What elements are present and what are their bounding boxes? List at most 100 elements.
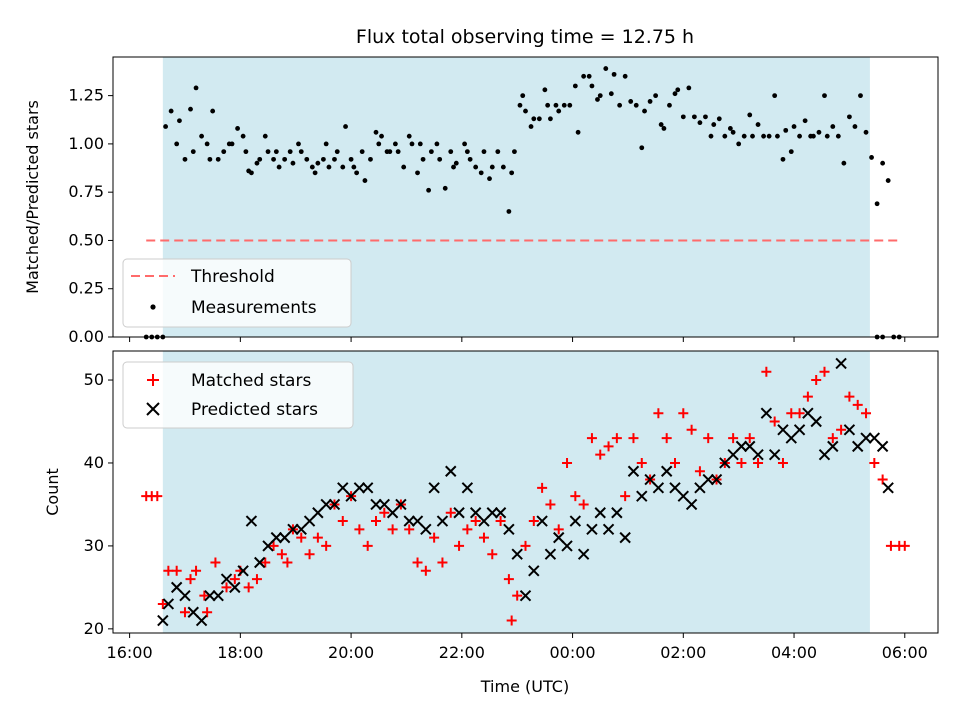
matched-star-point xyxy=(852,399,863,410)
matched-star-point xyxy=(387,524,398,535)
matched-star-point xyxy=(586,433,597,444)
measurement-point xyxy=(658,122,664,127)
predicted-star-point xyxy=(445,465,457,477)
measurement-point xyxy=(343,124,348,129)
measurement-point xyxy=(442,185,448,191)
measurement-point xyxy=(495,149,501,155)
ratio-panel-frame xyxy=(112,56,939,338)
measurement-point xyxy=(750,133,755,139)
measurement-point xyxy=(642,108,647,114)
measurement-point xyxy=(628,99,634,104)
measurement-point xyxy=(561,102,567,108)
predicted-star-point xyxy=(752,448,764,461)
measurement-point xyxy=(575,129,581,135)
predicted-star-point xyxy=(577,548,590,560)
predicted-star-point xyxy=(370,498,382,511)
matched-star-point xyxy=(379,507,390,518)
measurement-point xyxy=(420,156,426,162)
legend-measurements-label: Measurements xyxy=(191,298,317,318)
x-tick-label: 02:00 xyxy=(660,643,706,662)
y-tick-label: 50 xyxy=(84,370,104,389)
predicted-star-point xyxy=(461,482,474,494)
matched-star-point xyxy=(157,598,168,609)
measurement-point xyxy=(415,170,420,176)
matched-star-point xyxy=(827,433,838,444)
matched-star-point xyxy=(268,540,279,551)
measurement-point xyxy=(321,156,326,162)
predicted-star-point xyxy=(528,565,540,577)
measurement-point xyxy=(567,102,573,108)
predicted-star-point xyxy=(619,531,631,544)
matched-star-point xyxy=(686,424,697,435)
measurement-point xyxy=(210,108,216,114)
predicted-star-point xyxy=(511,548,523,560)
predicted-star-point xyxy=(494,507,507,519)
count-y-ticks: 20 30 40 50 xyxy=(84,370,113,638)
matched-star-point xyxy=(836,424,847,435)
measurement-point xyxy=(282,156,288,162)
matched-star-point xyxy=(744,433,755,444)
measurement-point xyxy=(553,102,559,108)
predicted-star-point xyxy=(586,523,598,536)
measurement-point xyxy=(392,141,398,147)
measurement-point xyxy=(467,156,473,162)
predicted-star-point xyxy=(157,614,169,627)
measurement-point xyxy=(780,156,786,162)
measurement-point xyxy=(691,114,697,120)
matched-star-point xyxy=(669,457,680,468)
predicted-star-point xyxy=(611,507,623,519)
predicted-star-point xyxy=(602,523,615,536)
measurement-point xyxy=(675,87,681,93)
measurement-point xyxy=(368,156,373,162)
measurement-point xyxy=(229,141,235,147)
measurement-point xyxy=(797,133,802,139)
matched-star-point xyxy=(185,574,196,585)
matched-star-point xyxy=(537,482,548,493)
measurement-point xyxy=(802,118,808,124)
measurement-point xyxy=(235,126,240,131)
measurement-point xyxy=(847,114,852,120)
matched-star-point xyxy=(420,565,431,576)
measurement-point xyxy=(761,133,766,139)
matched-star-point xyxy=(628,433,639,444)
measurement-point xyxy=(401,164,407,170)
measurement-point xyxy=(298,149,304,155)
measurement-point xyxy=(174,141,180,147)
measurement-point xyxy=(608,91,614,97)
measurement-point xyxy=(858,93,863,99)
matched-star-point xyxy=(869,457,880,468)
measurement-point xyxy=(697,120,703,126)
measurement-point xyxy=(262,133,268,139)
matched-star-point xyxy=(694,466,705,477)
measurement-point xyxy=(791,124,797,129)
measurement-point xyxy=(816,129,822,135)
predicted-star-point xyxy=(860,432,872,444)
measurement-point xyxy=(528,124,534,129)
predicted-star-point xyxy=(328,498,341,511)
measurement-point xyxy=(572,83,578,89)
measurement-point xyxy=(296,141,301,147)
measurement-point xyxy=(747,112,753,118)
measurement-point xyxy=(545,102,551,108)
measurement-point xyxy=(323,141,329,147)
predicted-star-point xyxy=(636,490,648,502)
ratio-x-ticks xyxy=(129,337,906,342)
measurement-point xyxy=(824,133,830,139)
measurement-point xyxy=(509,170,515,176)
measurement-point xyxy=(437,156,443,162)
measurement-point xyxy=(680,114,686,120)
matched-star-point xyxy=(276,549,287,560)
predicted-star-point xyxy=(486,507,498,519)
measurement-point xyxy=(182,156,188,162)
measurement-point xyxy=(852,124,858,129)
measurement-point xyxy=(517,102,523,108)
matched-star-point xyxy=(578,499,589,510)
matched-star-point xyxy=(620,491,631,502)
matched-star-point xyxy=(678,408,689,419)
measurement-point xyxy=(188,106,193,112)
matched-star-point xyxy=(282,557,293,568)
measurement-point xyxy=(667,102,672,108)
measurement-point xyxy=(830,124,836,129)
measurement-point xyxy=(711,122,717,127)
